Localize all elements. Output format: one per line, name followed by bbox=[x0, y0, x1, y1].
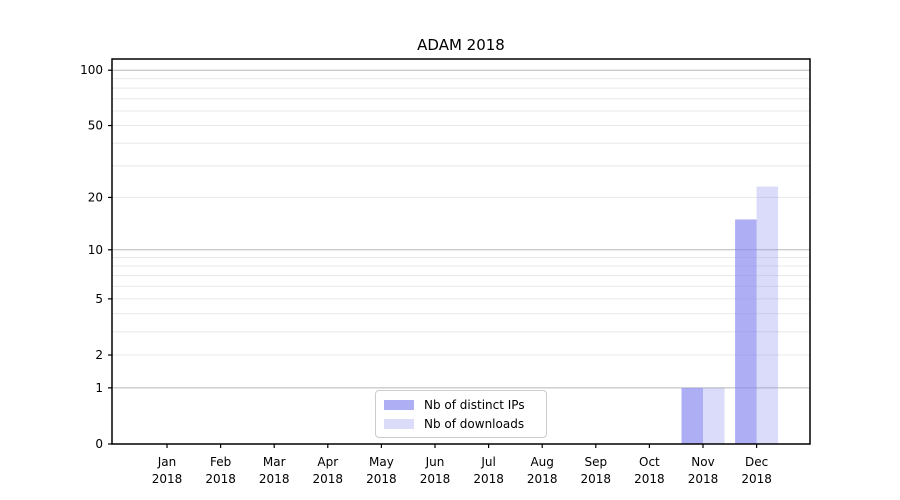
legend-label-distinct-ips: Nb of distinct IPs bbox=[424, 397, 525, 412]
x-tick-label-year: 2018 bbox=[688, 472, 719, 486]
bar-downloads-month-11 bbox=[703, 387, 725, 444]
y-tick-label: 50 bbox=[88, 119, 103, 133]
x-tick-label-year: 2018 bbox=[634, 472, 665, 486]
x-tick-label-month: Oct bbox=[639, 455, 660, 469]
bar-distinct-ips-month-11 bbox=[681, 387, 703, 444]
x-tick-label-year: 2018 bbox=[366, 472, 397, 486]
bar-downloads-month-12 bbox=[756, 186, 779, 444]
y-tick-label: 2 bbox=[95, 348, 103, 362]
y-tick-label: 100 bbox=[80, 63, 103, 77]
legend-item-downloads: Nb of downloads bbox=[384, 414, 538, 433]
x-tick-label-month: Dec bbox=[745, 455, 768, 469]
chart-title: ADAM 2018 bbox=[417, 36, 505, 54]
y-tick-label: 5 bbox=[95, 292, 103, 306]
x-tick-label-month: Feb bbox=[210, 455, 231, 469]
x-tick-label-year: 2018 bbox=[581, 472, 612, 486]
x-tick-label-year: 2018 bbox=[152, 472, 183, 486]
legend: Nb of distinct IPs Nb of downloads bbox=[375, 390, 547, 438]
x-tick-label-year: 2018 bbox=[259, 472, 290, 486]
y-tick-label: 10 bbox=[88, 243, 103, 257]
legend-label-downloads: Nb of downloads bbox=[424, 416, 525, 431]
x-tick-label-year: 2018 bbox=[205, 472, 236, 486]
y-tick-label: 0 bbox=[95, 437, 103, 451]
x-tick-label-year: 2018 bbox=[741, 472, 772, 486]
legend-swatch-distinct-ips bbox=[384, 399, 414, 410]
x-tick-label-year: 2018 bbox=[313, 472, 344, 486]
y-tick-label: 1 bbox=[95, 381, 103, 395]
legend-swatch-downloads bbox=[384, 418, 414, 429]
x-tick-label-month: Apr bbox=[317, 455, 338, 469]
plot-border bbox=[111, 58, 811, 445]
bar-distinct-ips-month-12 bbox=[735, 219, 757, 444]
x-tick-label-month: Jun bbox=[425, 455, 445, 469]
x-tick-label-year: 2018 bbox=[473, 472, 504, 486]
x-tick-label-month: Jan bbox=[157, 455, 177, 469]
x-tick-label-month: Nov bbox=[691, 455, 714, 469]
x-tick-label-month: Aug bbox=[530, 455, 553, 469]
legend-item-distinct-ips: Nb of distinct IPs bbox=[384, 395, 538, 414]
x-tick-label-month: May bbox=[369, 455, 394, 469]
x-tick-label-month: Mar bbox=[263, 455, 286, 469]
y-tick-label: 20 bbox=[88, 190, 103, 204]
x-tick-label-month: Sep bbox=[584, 455, 607, 469]
x-tick-label-month: Jul bbox=[480, 455, 495, 469]
x-tick-label-year: 2018 bbox=[527, 472, 558, 486]
x-tick-label-year: 2018 bbox=[420, 472, 451, 486]
